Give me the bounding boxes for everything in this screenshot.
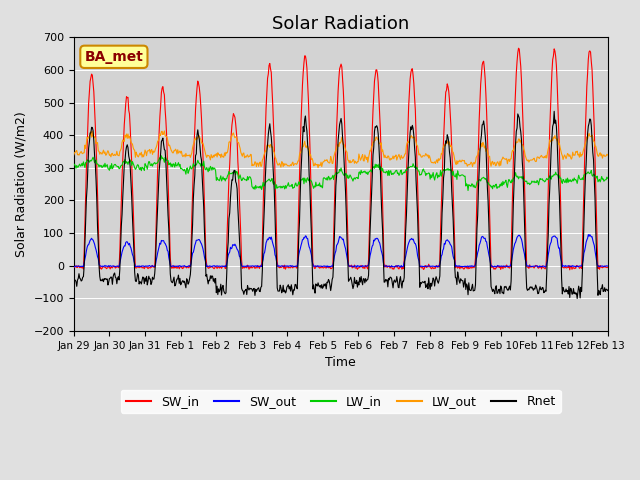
Text: BA_met: BA_met xyxy=(84,50,143,64)
X-axis label: Time: Time xyxy=(325,356,356,369)
Legend: SW_in, SW_out, LW_in, LW_out, Rnet: SW_in, SW_out, LW_in, LW_out, Rnet xyxy=(121,390,561,413)
Title: Solar Radiation: Solar Radiation xyxy=(272,15,410,33)
Y-axis label: Solar Radiation (W/m2): Solar Radiation (W/m2) xyxy=(15,111,28,257)
